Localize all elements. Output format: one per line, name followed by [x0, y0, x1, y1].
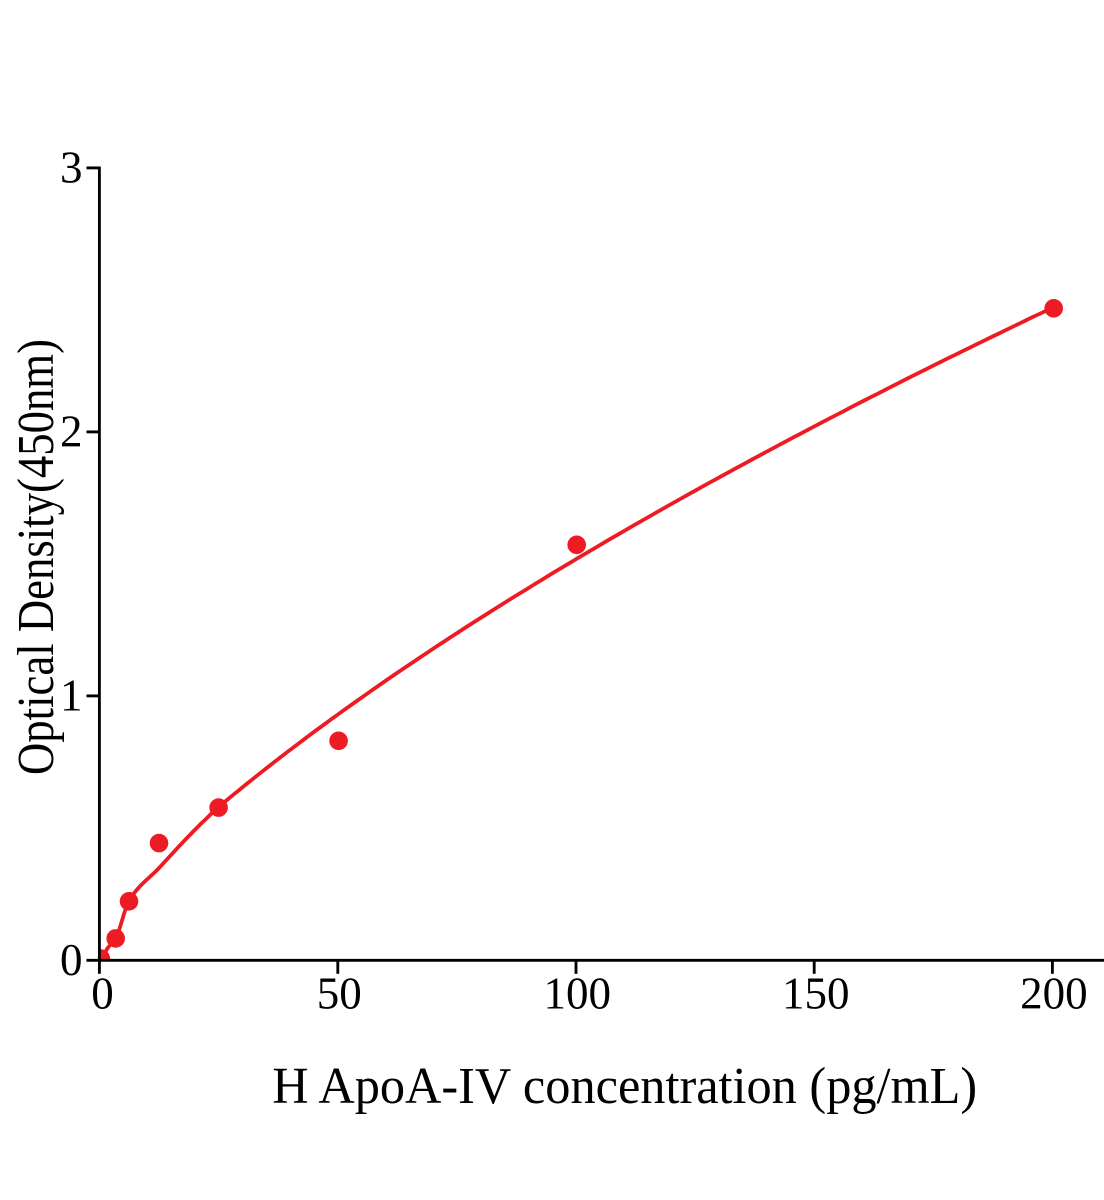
svg-text:100: 100: [543, 968, 611, 1018]
svg-text:150: 150: [782, 968, 850, 1018]
svg-text:50: 50: [317, 968, 362, 1018]
svg-text:2: 2: [60, 407, 83, 457]
svg-text:0: 0: [91, 968, 114, 1018]
svg-text:H ApoA-IV concentration (pg/mL: H ApoA-IV concentration (pg/mL): [272, 1058, 977, 1115]
svg-text:Optical Density(450nm): Optical Density(450nm): [8, 339, 65, 775]
svg-text:1: 1: [60, 671, 83, 721]
svg-text:0: 0: [60, 935, 83, 985]
svg-text:3: 3: [60, 143, 83, 193]
svg-text:200: 200: [1020, 968, 1088, 1018]
